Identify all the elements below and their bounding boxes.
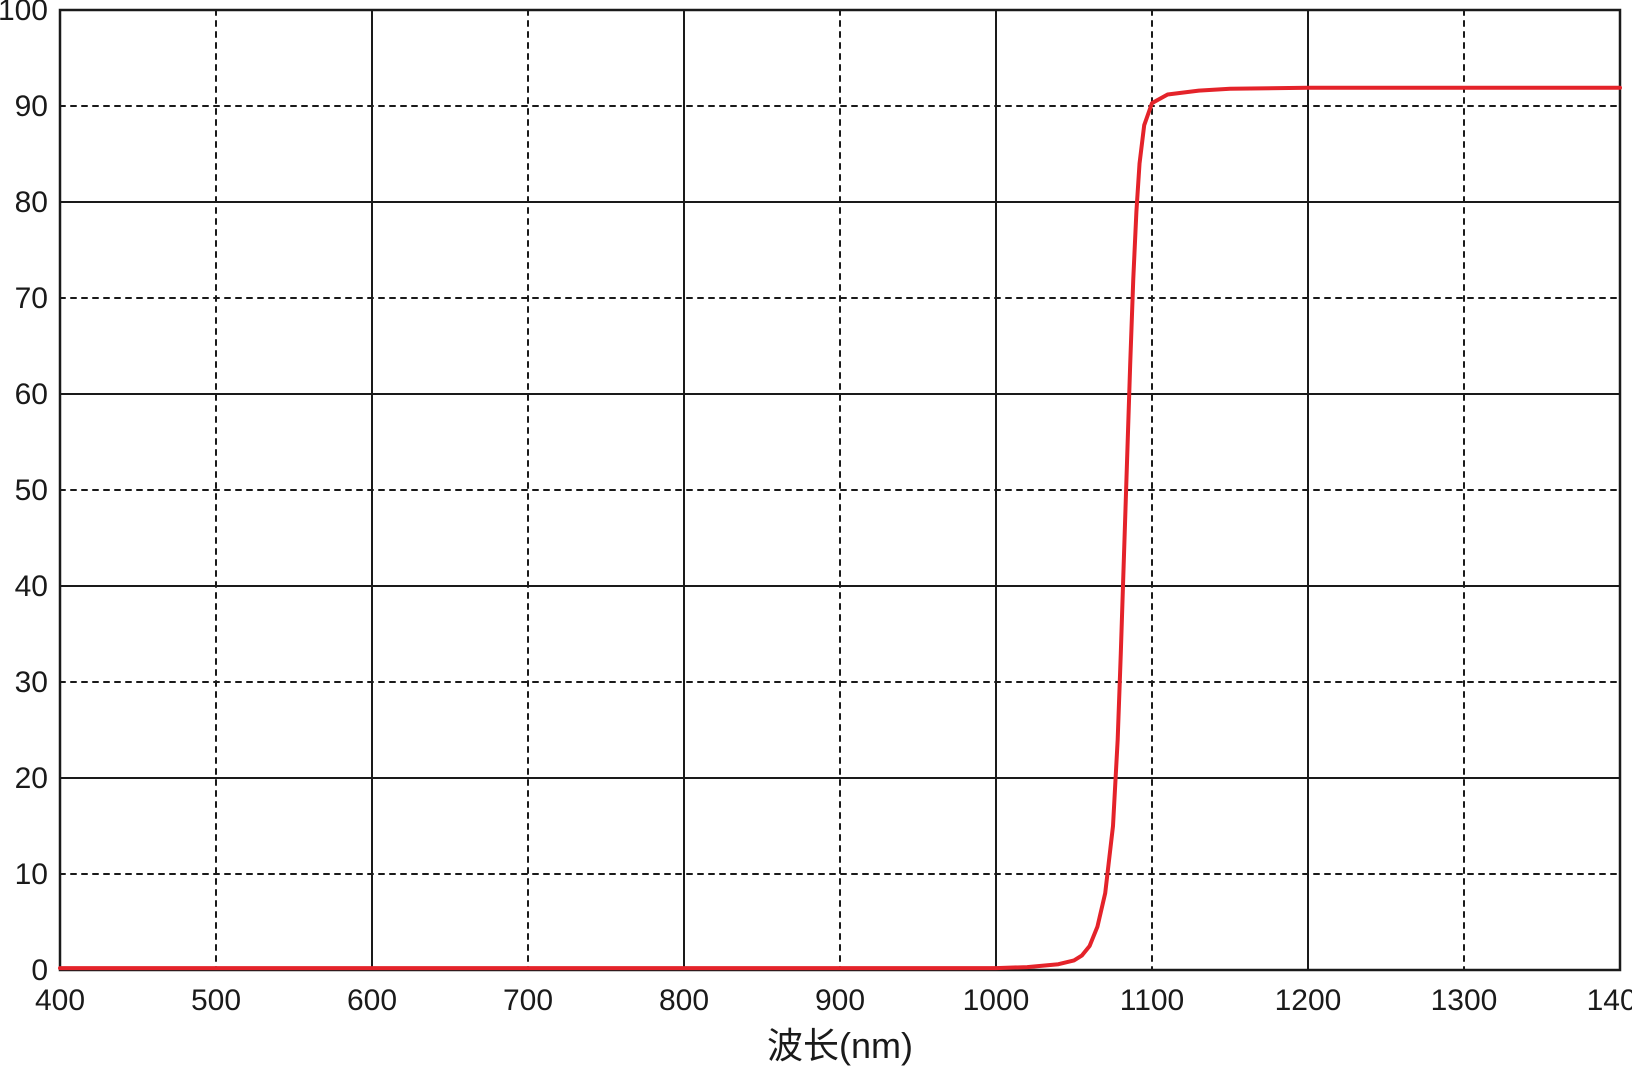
y-tick-label: 10 xyxy=(15,858,48,891)
chart-svg: 400 500 600 700 800 900 1000 1100 1200 1300 1400 0 1… xyxy=(0,0,1632,1070)
x-tick-label: 1300 xyxy=(1431,984,1498,1017)
chart-container: 400 500 600 700 800 900 1000 1100 1200 1300 1400 0 1… xyxy=(0,0,1632,1070)
y-tick-label: 0 xyxy=(31,954,48,987)
x-tick-label: 500 xyxy=(191,984,241,1017)
x-tick-label: 400 xyxy=(35,984,85,1017)
x-tick-label: 1400 xyxy=(1587,984,1632,1017)
y-tick-label: 30 xyxy=(15,666,48,699)
y-tick-label: 80 xyxy=(15,186,48,219)
x-tick-label: 700 xyxy=(503,984,553,1017)
x-tick-label: 600 xyxy=(347,984,397,1017)
x-axis-label: 波长(nm) xyxy=(767,1025,913,1066)
y-tick-label: 90 xyxy=(15,90,48,123)
y-tick-label: 40 xyxy=(15,570,48,603)
y-tick-label: 70 xyxy=(15,282,48,315)
y-tick-label: 50 xyxy=(15,474,48,507)
x-tick-label: 1100 xyxy=(1120,984,1185,1017)
x-tick-label: 800 xyxy=(659,984,709,1017)
y-tick-label: 100 xyxy=(0,0,48,27)
x-tick-label: 1000 xyxy=(963,984,1030,1017)
y-tick-label: 20 xyxy=(15,762,48,795)
x-tick-label: 900 xyxy=(815,984,865,1017)
y-tick-label: 60 xyxy=(15,378,48,411)
x-tick-label: 1200 xyxy=(1275,984,1342,1017)
